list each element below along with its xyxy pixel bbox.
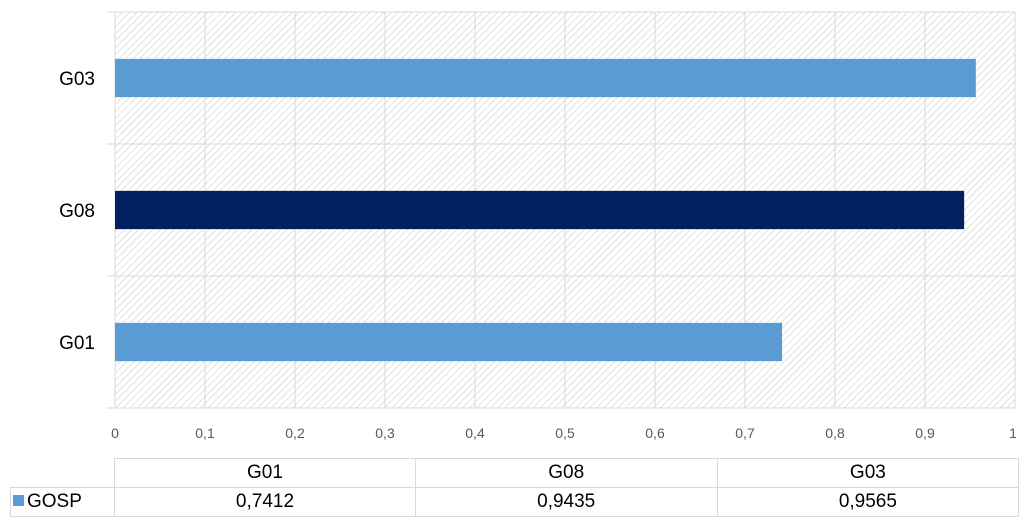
category-labels: G01 G08 G03 — [59, 69, 95, 354]
x-tick-label: 0,4 — [465, 425, 485, 441]
category-label: G01 — [59, 333, 95, 354]
x-tick-label: 0,6 — [645, 425, 665, 441]
data-table-cell: 0,7412 — [114, 487, 416, 517]
x-tick-label: 0,1 — [195, 425, 215, 441]
x-tick-label: 0 — [111, 425, 119, 441]
bar-g08 — [115, 190, 965, 230]
category-label: G08 — [59, 201, 95, 222]
x-tick-labels: 0 0,1 0,2 0,3 0,4 0,5 0,6 0,7 0,8 0,9 1 — [111, 425, 1017, 441]
x-tick-label: 1 — [1009, 425, 1017, 441]
data-table-header: G01 — [114, 458, 416, 488]
legend-color-key — [13, 495, 24, 506]
bar-chart: G01 G08 G03 0 0,1 0,2 0,3 0,4 0,5 0,6 0,7 0,8 0,9 1 — [59, 11, 1017, 441]
x-tick-label: 0,2 — [285, 425, 305, 441]
x-tick-label: 0,7 — [735, 425, 755, 441]
legend-label: GOSP — [27, 491, 82, 512]
data-table-cell: 0,9435 — [414, 487, 718, 517]
data-table-header-row: G01 G08 G03 — [10, 458, 1019, 488]
x-tick-label: 0,8 — [825, 425, 845, 441]
x-tick-label: 0,9 — [915, 425, 935, 441]
data-table-header: G03 — [716, 458, 1019, 488]
x-tick-label: 0,5 — [555, 425, 575, 441]
data-table-header: G08 — [414, 458, 718, 488]
legend-entry: GOSP — [9, 487, 116, 517]
bar-g03 — [115, 58, 976, 98]
data-table-cell: 0,9565 — [716, 487, 1019, 517]
data-table-row: GOSP 0,7412 0,9435 0,9565 — [9, 487, 1019, 517]
x-tick-label: 0,3 — [375, 425, 395, 441]
category-label: G03 — [59, 69, 95, 90]
data-table: G01 G08 G03 GOSP 0,7412 0,9435 0,9565 — [9, 458, 1019, 517]
data-table-corner — [10, 458, 116, 488]
bar-g01 — [115, 322, 783, 362]
bars — [115, 58, 976, 362]
